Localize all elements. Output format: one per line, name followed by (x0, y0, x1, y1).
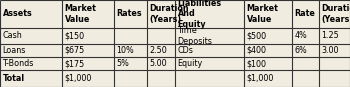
Text: Rate: Rate (294, 9, 315, 19)
Text: Time
Deposits: Time Deposits (177, 26, 212, 46)
Text: 5.00: 5.00 (149, 59, 167, 68)
Text: Cash: Cash (2, 31, 22, 41)
Text: Equity: Equity (177, 59, 203, 68)
Text: Duration
(Years): Duration (Years) (149, 4, 189, 23)
Text: 2.50: 2.50 (149, 46, 167, 55)
Text: 6%: 6% (294, 46, 307, 55)
Text: Duration
(Years): Duration (Years) (322, 4, 350, 23)
Text: $1,000: $1,000 (64, 74, 92, 83)
Text: T-Bonds: T-Bonds (2, 59, 34, 68)
Text: 5%: 5% (117, 59, 130, 68)
Text: $100: $100 (246, 59, 266, 68)
Text: 3.00: 3.00 (322, 46, 339, 55)
Text: $1,000: $1,000 (246, 74, 274, 83)
Text: Assets: Assets (2, 9, 32, 19)
Text: $400: $400 (246, 46, 266, 55)
Text: $675: $675 (64, 46, 85, 55)
Text: 4%: 4% (294, 31, 307, 41)
Text: Liabilities
And
Equity: Liabilities And Equity (177, 0, 222, 29)
Text: Market
Value: Market Value (64, 4, 96, 23)
Text: Total: Total (2, 74, 24, 83)
Text: Rates: Rates (117, 9, 142, 19)
Text: 1.25: 1.25 (322, 31, 339, 41)
Text: 10%: 10% (117, 46, 134, 55)
Text: $500: $500 (246, 31, 267, 41)
Text: Market
Value: Market Value (246, 4, 278, 23)
Text: CDs: CDs (177, 46, 193, 55)
Text: $175: $175 (64, 59, 85, 68)
Text: Loans: Loans (2, 46, 26, 55)
Text: $150: $150 (64, 31, 85, 41)
